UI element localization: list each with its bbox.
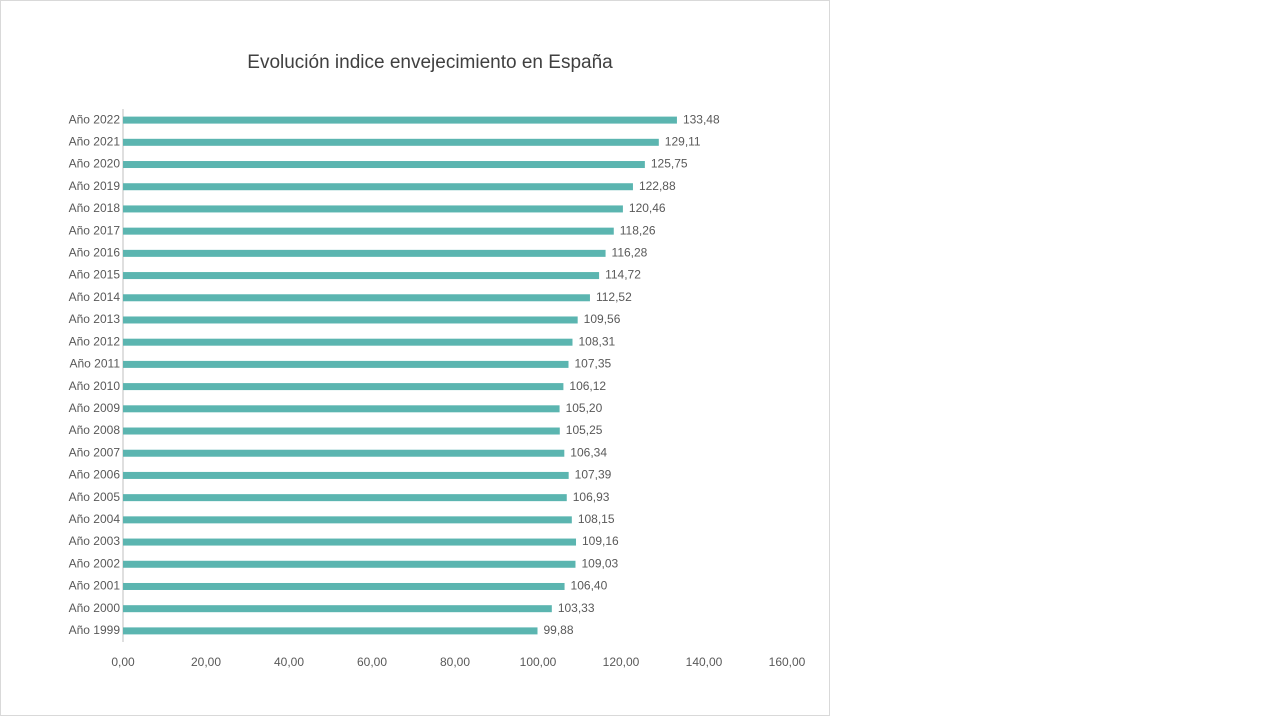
data-label: 105,25 xyxy=(566,423,603,437)
data-label: 112,52 xyxy=(596,290,632,304)
bar xyxy=(123,338,573,346)
y-tick-label: Año 2020 xyxy=(69,157,121,171)
y-tick-label: Año 2001 xyxy=(69,579,121,593)
x-tick-label: 100,00 xyxy=(520,655,557,669)
y-tick-label: Año 2013 xyxy=(69,312,121,326)
data-label: 106,12 xyxy=(569,379,606,393)
x-tick-label: 20,00 xyxy=(191,655,221,669)
data-label: 109,03 xyxy=(581,556,618,570)
bar xyxy=(123,471,569,479)
data-label: 107,39 xyxy=(575,468,612,482)
bar xyxy=(123,183,633,191)
y-tick-label: Año 2002 xyxy=(69,556,121,570)
y-tick-label: Año 2021 xyxy=(69,134,121,148)
bar xyxy=(123,560,576,568)
y-tick-label: Año 2003 xyxy=(69,534,121,548)
data-label: 106,40 xyxy=(571,579,608,593)
x-tick-label: 0,00 xyxy=(111,655,135,669)
bar xyxy=(123,227,614,235)
bar xyxy=(123,249,606,257)
data-label: 114,72 xyxy=(605,268,641,282)
bar xyxy=(123,582,565,590)
chart-title: Evolución indice envejecimiento en Españ… xyxy=(247,52,613,73)
bar xyxy=(123,605,552,613)
data-label: 99,88 xyxy=(544,623,574,637)
data-label: 103,33 xyxy=(558,601,595,615)
data-label: 118,26 xyxy=(620,223,656,237)
x-tick-label: 80,00 xyxy=(440,655,470,669)
data-label: 107,35 xyxy=(575,357,612,371)
y-tick-label: Año 2022 xyxy=(69,112,121,126)
y-tick-label: Año 2019 xyxy=(69,179,121,193)
y-tick-label: Año 2004 xyxy=(69,512,121,526)
y-tick-label: Año 2012 xyxy=(69,334,121,348)
bar xyxy=(123,383,564,391)
data-label: 105,20 xyxy=(566,401,603,415)
y-tick-label: Año 2009 xyxy=(69,401,121,415)
data-label: 116,28 xyxy=(612,246,648,260)
x-tick-label: 120,00 xyxy=(603,655,640,669)
bar xyxy=(123,138,659,146)
bar xyxy=(123,427,560,435)
bar xyxy=(123,405,560,413)
y-tick-label: Año 2017 xyxy=(69,223,121,237)
y-tick-label: Año 2010 xyxy=(69,379,121,393)
bar xyxy=(123,272,600,280)
bar xyxy=(123,360,569,368)
bar xyxy=(123,627,538,635)
y-tick-label: Año 2000 xyxy=(69,601,121,615)
data-label: 120,46 xyxy=(629,201,666,215)
data-label: 109,16 xyxy=(582,534,619,548)
x-tick-label: 140,00 xyxy=(686,655,723,669)
bar xyxy=(123,516,572,524)
data-label: 129,11 xyxy=(665,134,701,148)
data-label: 108,31 xyxy=(578,334,615,348)
bar xyxy=(123,449,565,457)
x-tick-label: 60,00 xyxy=(357,655,387,669)
y-tick-label: Año 2005 xyxy=(69,490,121,504)
bar xyxy=(123,116,677,124)
x-tick-label: 160,00 xyxy=(769,655,806,669)
bar xyxy=(123,494,567,502)
data-label: 125,75 xyxy=(651,157,688,171)
y-tick-label: Año 2006 xyxy=(69,468,121,482)
data-label: 108,15 xyxy=(578,512,615,526)
data-label: 122,88 xyxy=(639,179,676,193)
bar xyxy=(123,205,623,213)
bar xyxy=(123,538,577,546)
y-tick-label: Año 2016 xyxy=(69,246,121,260)
y-tick-label: Año 2018 xyxy=(69,201,121,215)
y-tick-label: Año 2015 xyxy=(69,268,121,282)
data-label: 106,34 xyxy=(570,445,607,459)
y-tick-label: Año 2014 xyxy=(69,290,121,304)
bar xyxy=(123,161,645,169)
bar xyxy=(123,294,590,302)
data-label: 109,56 xyxy=(584,312,621,326)
y-tick-label: Año 2011 xyxy=(70,357,121,371)
data-label: 106,93 xyxy=(573,490,610,504)
y-tick-label: Año 2008 xyxy=(69,423,121,437)
x-tick-label: 40,00 xyxy=(274,655,304,669)
y-tick-label: Año 1999 xyxy=(69,623,121,637)
y-tick-label: Año 2007 xyxy=(69,445,121,459)
bar xyxy=(123,316,578,324)
data-label: 133,48 xyxy=(683,112,720,126)
